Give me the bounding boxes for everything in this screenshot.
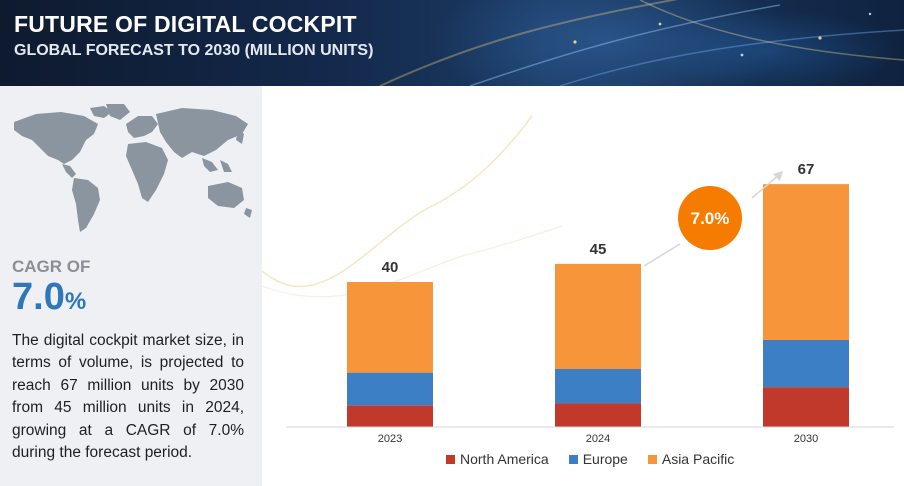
header-banner: FUTURE OF DIGITAL COCKPIT GLOBAL FORECAS… bbox=[0, 0, 904, 86]
cagr-arrow-line bbox=[751, 173, 781, 199]
bar-total-label: 40 bbox=[382, 259, 399, 276]
cagr-percent-sign: % bbox=[64, 288, 87, 315]
legend-label: Asia Pacific bbox=[661, 451, 735, 467]
bar-segment-asia-pacific bbox=[763, 184, 849, 340]
bar-segment-north-america bbox=[555, 403, 641, 427]
stacked-bar-chart: 40 2023 45 2024 67 2030 7.0% North America Eur… bbox=[262, 86, 904, 486]
legend-item: Europe bbox=[568, 451, 628, 467]
bar-total-label: 67 bbox=[798, 161, 815, 178]
cagr-arrow-line bbox=[643, 243, 681, 267]
market-description: The digital cockpit market size, in term… bbox=[12, 332, 244, 462]
bar-segment-asia-pacific bbox=[555, 263, 641, 369]
page-subtitle: GLOBAL FORECAST TO 2030 (MILLION UNITS) bbox=[14, 42, 374, 59]
x-tick-label: 2030 bbox=[794, 433, 818, 445]
cagr-bubble bbox=[678, 186, 742, 250]
legend-label: North America bbox=[460, 451, 549, 467]
bar-segment-north-america bbox=[347, 405, 433, 427]
decorative-swoosh bbox=[262, 225, 563, 298]
light-streaks-decoration bbox=[379, 0, 904, 86]
cagr-label: CAGR OF bbox=[12, 257, 91, 276]
bar-segment-asia-pacific bbox=[347, 282, 433, 373]
labels-layer: 40 2023 45 2024 67 2030 bbox=[378, 161, 818, 445]
chart-legend: North America Europe Asia Pacific bbox=[446, 450, 734, 468]
summary-panel: CAGR OF 7.0% The digital cockpit market … bbox=[0, 86, 262, 486]
legend-swatch bbox=[647, 454, 657, 464]
decorative-swoosh bbox=[262, 115, 533, 287]
cagr-bubble-label: 7.0% bbox=[691, 209, 730, 228]
cagr-arrowhead-icon bbox=[773, 171, 783, 181]
bars-layer bbox=[347, 184, 849, 427]
bar-segment-europe bbox=[347, 372, 433, 406]
header-glow bbox=[430, 0, 790, 86]
world-map-icon bbox=[14, 104, 252, 232]
legend-item: Asia Pacific bbox=[647, 451, 735, 467]
bar-segment-europe bbox=[555, 369, 641, 404]
cagr-value: 7.0% bbox=[12, 276, 86, 319]
bar-segment-europe bbox=[763, 340, 849, 388]
bar-total-label: 45 bbox=[590, 241, 607, 258]
chart-canvas: 40 2023 45 2024 67 2030 7.0% bbox=[262, 115, 894, 445]
cagr-number: 7.0 bbox=[12, 276, 65, 318]
legend-item: North America bbox=[446, 451, 549, 467]
x-tick-label: 2023 bbox=[378, 433, 402, 445]
page-title: FUTURE OF DIGITAL COCKPIT bbox=[14, 11, 357, 37]
legend-swatch bbox=[446, 454, 455, 464]
legend-label: Europe bbox=[582, 451, 628, 467]
x-tick-label: 2024 bbox=[586, 433, 610, 445]
legend-swatch bbox=[568, 454, 578, 464]
bar-segment-north-america bbox=[763, 387, 849, 427]
header-glow bbox=[640, 10, 900, 86]
